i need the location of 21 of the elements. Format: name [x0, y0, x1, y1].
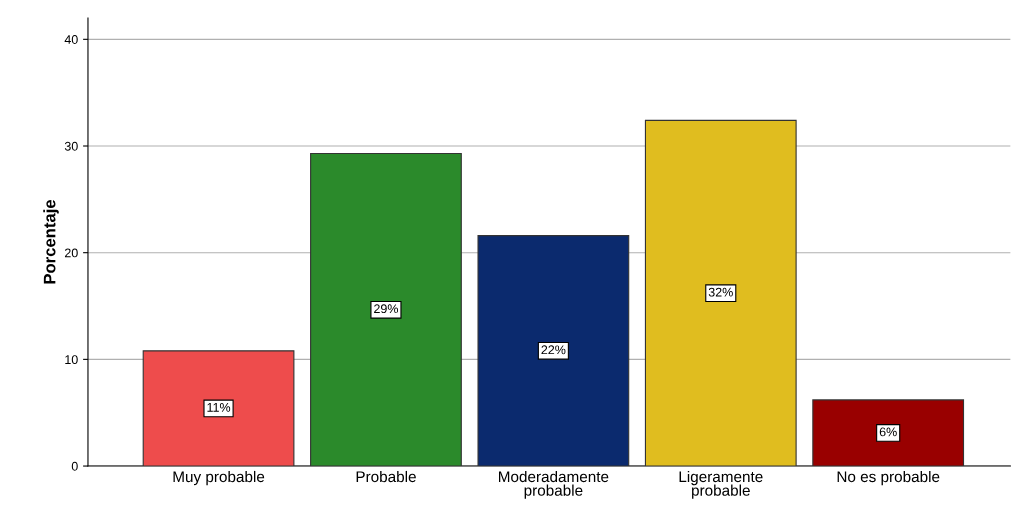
- data-label: 32%: [708, 287, 733, 297]
- data-label: 11%: [207, 403, 231, 412]
- data-label: 6%: [879, 427, 897, 437]
- y-tick-label: 30: [64, 141, 78, 151]
- y-tick-label: 40: [64, 35, 78, 44]
- bar: [477, 235, 630, 467]
- x-tick-label: No es probable: [837, 470, 940, 486]
- data-label: 29%: [374, 304, 399, 314]
- data-label: 22%: [541, 345, 566, 355]
- bar: [644, 119, 797, 467]
- bar: [142, 350, 295, 467]
- bar: [310, 152, 462, 467]
- y-tick-label: 20: [64, 248, 78, 258]
- y-axis-title: Porcentaje: [43, 199, 59, 284]
- y-tick-label: 10: [65, 355, 78, 365]
- y-tick-label: 0: [71, 461, 78, 471]
- x-tick-label: Moderadamente probable: [499, 470, 609, 499]
- x-tick-label: Ligeramente probable: [679, 470, 763, 499]
- x-tick-label: Muy probable: [173, 470, 265, 486]
- x-tick-label: Probable: [356, 470, 416, 483]
- bar: [812, 399, 965, 467]
